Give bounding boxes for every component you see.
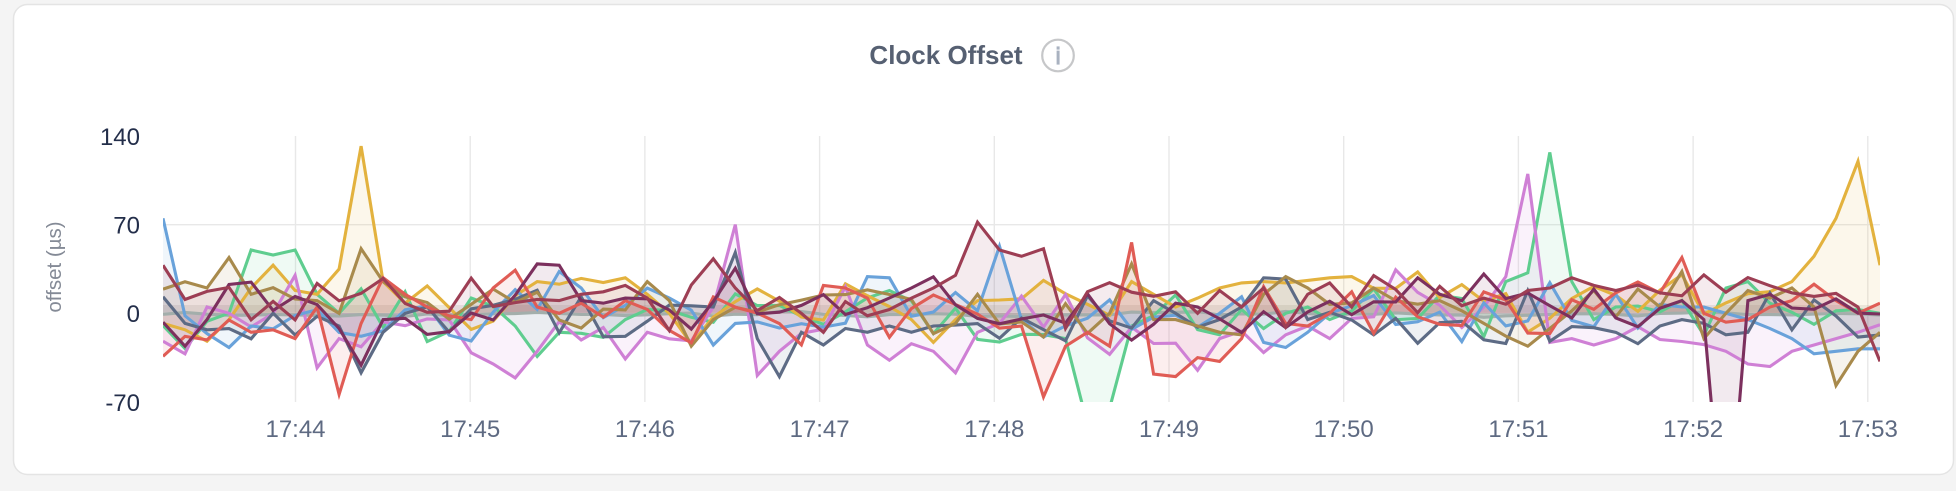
svg-text:17:53: 17:53 xyxy=(1838,416,1898,443)
svg-text:17:45: 17:45 xyxy=(440,416,500,443)
svg-text:17:49: 17:49 xyxy=(1139,416,1199,443)
svg-text:17:52: 17:52 xyxy=(1663,416,1723,443)
svg-text:17:46: 17:46 xyxy=(615,416,675,443)
svg-text:70: 70 xyxy=(113,213,140,240)
svg-text:17:44: 17:44 xyxy=(265,416,325,443)
svg-text:-70: -70 xyxy=(105,390,140,417)
svg-text:140: 140 xyxy=(100,124,140,151)
svg-text:17:51: 17:51 xyxy=(1488,416,1548,443)
svg-text:0: 0 xyxy=(127,301,140,328)
svg-text:17:50: 17:50 xyxy=(1314,416,1374,443)
svg-text:Clock Offset: Clock Offset xyxy=(869,40,1022,70)
svg-text:offset (µs): offset (µs) xyxy=(43,221,66,312)
svg-text:17:47: 17:47 xyxy=(790,416,850,443)
svg-text:17:48: 17:48 xyxy=(964,416,1024,443)
